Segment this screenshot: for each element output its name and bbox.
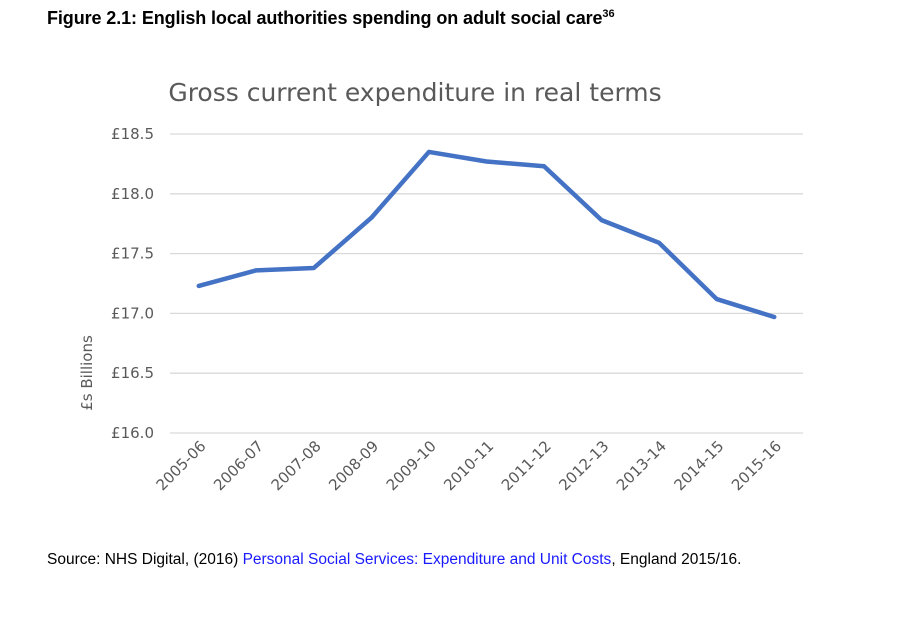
y-axis-label: £s Billions [78,335,96,411]
source-prefix: Source: NHS Digital, (2016) [47,551,243,568]
x-tick-label: 2008-09 [325,437,382,494]
x-tick-label: 2009-10 [383,437,440,494]
x-tick-label: 2012-13 [555,437,612,494]
source-suffix: , England 2015/16. [611,551,742,568]
x-tick-label: 2006-07 [210,437,267,494]
x-tick-label: 2007-08 [268,437,325,494]
series-layer [196,149,777,320]
figure-title: Figure 2.1: English local authorities sp… [47,8,615,29]
line-chart: Gross current expenditure in real terms … [78,78,803,494]
figure-title-text: Figure 2.1: English local authorities sp… [47,8,603,28]
series-line [196,149,777,320]
source-note: Source: NHS Digital, (2016) Personal Soc… [47,551,741,569]
gridlines [170,133,803,434]
x-tick-label: 2011-12 [498,437,555,494]
y-tick-label: £18.0 [111,185,154,203]
y-tick-label: £16.5 [111,364,154,382]
y-tick-label: £16.0 [111,424,154,442]
x-tick-label: 2015-16 [728,437,785,494]
y-axis-ticks: £16.0 £16.5 £17.0 £17.5 £18.0 £18.5 [111,125,154,442]
y-tick-label: £18.5 [111,125,154,143]
footnote-reference[interactable]: 36 [602,8,615,20]
y-tick-label: £17.0 [111,304,154,322]
x-tick-label: 2014-15 [670,437,727,494]
x-tick-label: 2010-11 [440,437,497,494]
chart-title: Gross current expenditure in real terms [168,78,661,107]
y-tick-label: £17.5 [111,245,154,263]
source-link[interactable]: Personal Social Services: Expenditure an… [242,551,612,568]
x-tick-label: 2005-06 [153,437,210,494]
x-axis-ticks: 2005-06 2006-07 2007-08 2008-09 2009-10 2010-… [153,437,786,494]
x-tick-label: 2013-14 [613,437,670,494]
